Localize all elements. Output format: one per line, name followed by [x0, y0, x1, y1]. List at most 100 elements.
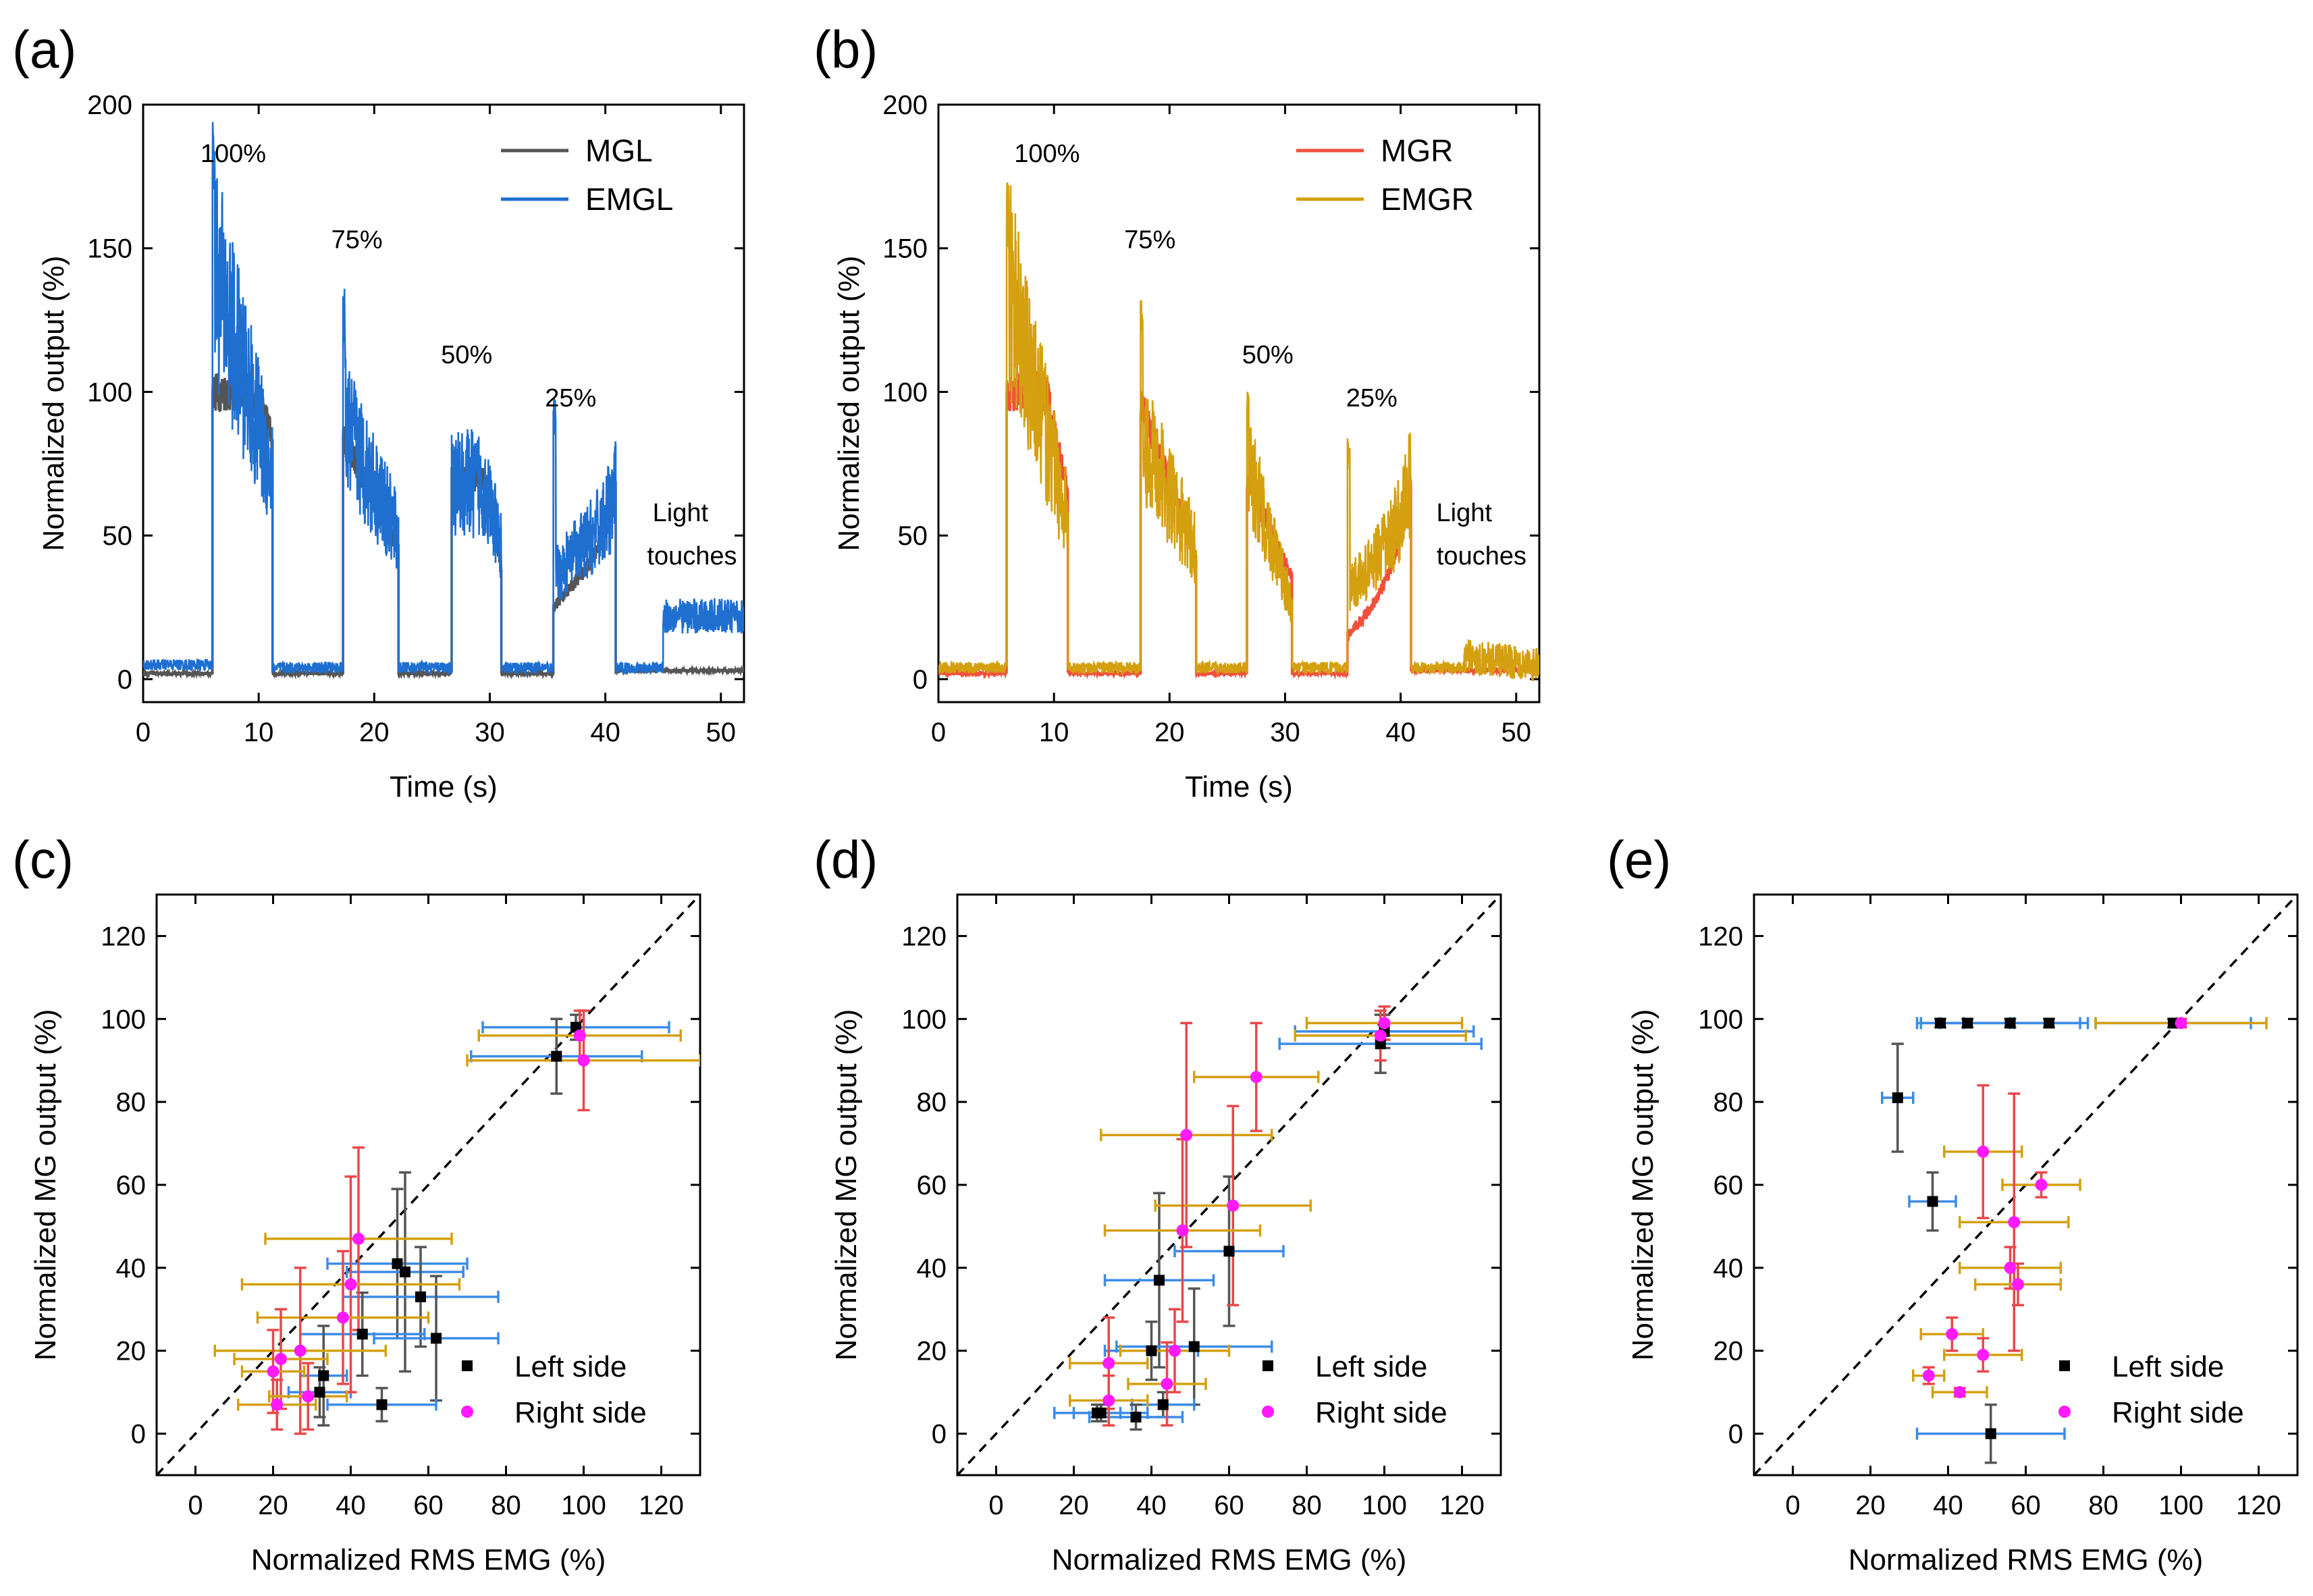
- legend-label: MGL: [585, 133, 653, 168]
- data-point-right: [1180, 1129, 1193, 1142]
- x-tick-label: 40: [1933, 1491, 1963, 1520]
- data-point-left: [1985, 1428, 1996, 1439]
- data-point-left: [1935, 1017, 1946, 1029]
- legend-marker-left: [1262, 1360, 1273, 1371]
- data-point-right: [275, 1353, 287, 1365]
- data-point-right: [1161, 1377, 1173, 1390]
- x-tick-label: 60: [2011, 1491, 2041, 1520]
- x-tick-label: 80: [491, 1491, 521, 1520]
- y-tick-label: 0: [131, 1420, 146, 1449]
- legend-label: EMGR: [1381, 182, 1474, 217]
- y-tick-label: 40: [917, 1254, 947, 1283]
- y-tick-label: 20: [1713, 1337, 1744, 1366]
- y-tick-label: 80: [1713, 1088, 1744, 1117]
- x-tick-label: 0: [1785, 1491, 1800, 1520]
- legend-label: Left side: [2112, 1350, 2224, 1383]
- legend-marker-right: [1262, 1406, 1274, 1418]
- data-point-left: [1927, 1196, 1938, 1207]
- panel-c: (c) 0 20 40 60 80 100 120 0 20 40 60 80 100 120 Normali…: [12, 830, 701, 1576]
- y-tick-label: 20: [917, 1337, 947, 1366]
- x-tick-label: 0: [136, 718, 151, 747]
- x-axis-label: Normalized RMS EMG (%): [1052, 1543, 1407, 1576]
- x-tick-label: 30: [475, 718, 505, 747]
- x-tick-label: 0: [931, 718, 946, 747]
- y-tick-label: 100: [1698, 1005, 1743, 1034]
- panel-d: (d) 0 20 40 60 80 100 120 0 20 40 60 80 100 120 Normali…: [814, 830, 1502, 1576]
- data-point-right: [1102, 1394, 1115, 1407]
- series-line-emgr: [938, 182, 1539, 682]
- data-point-right: [267, 1365, 280, 1378]
- x-tick-label: 20: [359, 718, 390, 747]
- x-axis-label: Normalized RMS EMG (%): [251, 1543, 606, 1576]
- y-tick-label: 50: [103, 521, 133, 551]
- identity-line: [155, 893, 701, 1477]
- y-tick-label: 120: [101, 922, 146, 951]
- y-axis-label: Normalized MG output (%): [830, 1009, 863, 1361]
- x-tick-label: 40: [1136, 1491, 1167, 1520]
- y-tick-label: 0: [913, 665, 928, 695]
- data-point-right: [1378, 1017, 1391, 1030]
- legend-marker-left: [462, 1360, 473, 1371]
- data-point-left: [2044, 1017, 2054, 1029]
- legend-label: Right side: [514, 1396, 647, 1429]
- legend-marker-right: [461, 1406, 473, 1418]
- data-point-left: [2004, 1017, 2016, 1029]
- y-tick-label: 60: [1713, 1171, 1744, 1200]
- x-tick-label: 100: [1362, 1491, 1407, 1520]
- data-point-left: [400, 1267, 410, 1277]
- panel-a: (a) 0 10 20 30 40 50 0 50 100 150 200 Time (s) Normal…: [12, 20, 745, 803]
- x-axis-label: Time (s): [1185, 770, 1293, 803]
- data-point-right: [2012, 1278, 2024, 1291]
- y-tick-label: 150: [882, 234, 928, 264]
- x-tick-label: 40: [590, 718, 620, 747]
- data-point-left: [356, 1329, 368, 1340]
- legend-label: Right side: [2112, 1396, 2244, 1429]
- legend-label: Left side: [514, 1350, 627, 1383]
- x-tick-label: 0: [988, 1491, 1003, 1520]
- annotation: 25%: [1346, 384, 1398, 413]
- y-tick-label: 80: [917, 1088, 947, 1117]
- x-tick-label: 20: [1154, 718, 1185, 747]
- data-point-right: [577, 1054, 590, 1067]
- annotation: Light: [1437, 499, 1493, 527]
- y-axis-label: Normalized MG output (%): [29, 1009, 62, 1361]
- data-point-left: [1223, 1246, 1235, 1257]
- y-tick-label: 0: [1728, 1420, 1743, 1449]
- x-tick-label: 50: [706, 718, 737, 747]
- annotation: 75%: [331, 226, 383, 255]
- y-tick-label: 40: [116, 1254, 147, 1283]
- data-point-right: [294, 1344, 307, 1357]
- data-point-left: [1157, 1399, 1169, 1410]
- data-point-left: [1146, 1345, 1157, 1356]
- x-tick-label: 20: [1855, 1491, 1886, 1520]
- data-point-right: [2035, 1179, 2048, 1191]
- y-axis-label: Normalized output (%): [37, 256, 70, 552]
- data-point-right: [1953, 1386, 1966, 1399]
- data-point-left: [1188, 1341, 1200, 1352]
- y-tick-label: 200: [87, 90, 132, 120]
- x-tick-label: 50: [1501, 718, 1532, 747]
- data-point-right: [302, 1390, 315, 1403]
- y-tick-label: 120: [901, 922, 947, 951]
- y-tick-label: 100: [901, 1005, 947, 1034]
- x-tick-label: 10: [1039, 718, 1069, 747]
- data-point-right: [1169, 1344, 1181, 1357]
- y-tick-label: 60: [917, 1171, 947, 1200]
- data-point-left: [1892, 1092, 1903, 1103]
- panel-label: (c): [12, 830, 74, 889]
- data-point-right: [1102, 1357, 1115, 1370]
- y-tick-label: 0: [117, 665, 132, 695]
- data-point-right: [1977, 1145, 1990, 1158]
- annotation: 25%: [545, 384, 596, 413]
- x-tick-label: 120: [639, 1491, 684, 1520]
- data-point-right: [1250, 1071, 1262, 1084]
- annotation: Light: [653, 499, 709, 527]
- data-point-left: [392, 1258, 403, 1269]
- annotation: 100%: [201, 140, 266, 168]
- data-point-right: [1374, 1029, 1387, 1042]
- panel-label: (e): [1607, 830, 1671, 889]
- data-point-right: [352, 1232, 365, 1245]
- data-point-left: [318, 1370, 329, 1381]
- annotation: touches: [647, 542, 737, 570]
